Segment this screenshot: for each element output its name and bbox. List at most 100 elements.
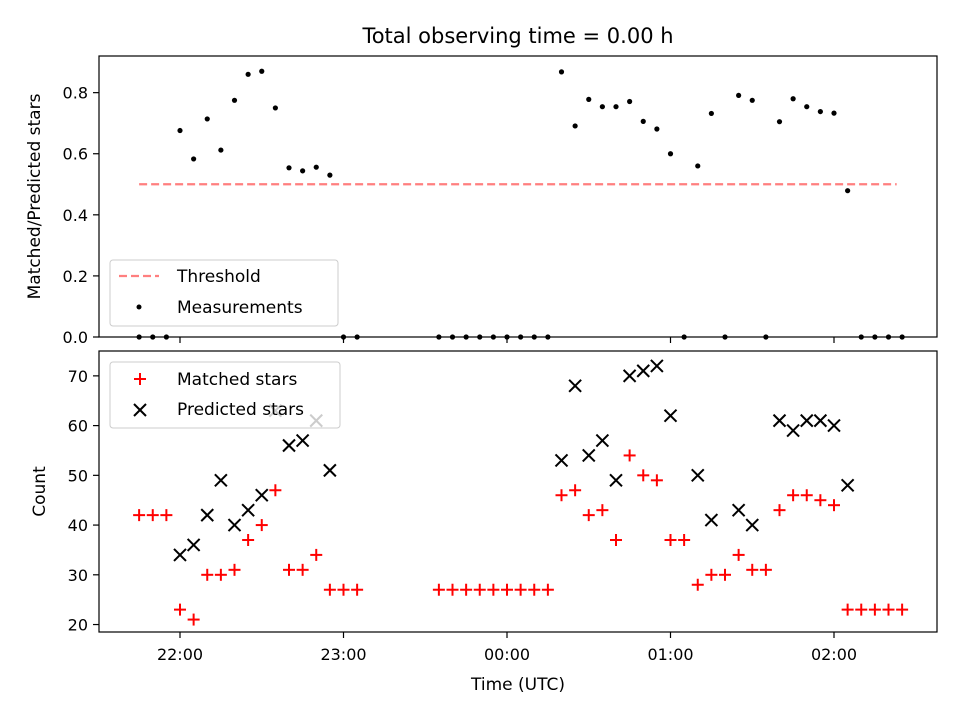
matched-stars-point [351,583,364,596]
predicted-stars-point [840,478,855,492]
matched-stars-point [432,583,445,596]
matched-stars-point [283,563,295,576]
predicted-stars-point [295,433,310,448]
matched-stars-point [582,509,595,522]
matched-stars-point [460,583,473,596]
matched-stars-point [514,583,527,596]
bottom-y-axis-label: Count [30,466,50,517]
bottom-axes-frame [98,350,938,633]
matched-stars-point [678,533,691,546]
x-tick-label: 00:00 [484,645,530,664]
measurement-point [627,98,633,105]
measurement-point [804,104,810,110]
x-tick-label: 02:00 [811,645,857,664]
predicted-stars-point [827,418,841,433]
predicted-stars-point [554,453,569,468]
matched-stars-point [310,548,323,561]
predicted-stars-point [582,448,596,463]
measurement-point [218,147,224,153]
measurement-point [286,165,292,171]
top-legend: Threshold Measurements [109,259,339,327]
predicted-stars-point [595,433,610,448]
measurement-point [204,116,210,122]
predicted-stars-point [813,413,828,428]
matched-stars-point [528,583,541,596]
top-y-ticks: 0.0 0.2 0.4 0.6 0.8 [63,84,99,347]
predicted-stars-point [704,513,719,527]
bottom-x-ticks: 22:00 23:00 00:00 01:00 02:00 [157,632,857,664]
predicted-stars-point [609,473,623,488]
top-legend-box [109,259,339,327]
legend-threshold-label: Threshold [176,267,261,287]
measurement-point [708,110,714,117]
predicted-stars-point [568,379,582,393]
matched-stars-point [691,578,704,591]
matched-stars-point [732,548,745,561]
predicted-stars-point [622,369,637,383]
measurement-point [259,68,265,74]
matched-stars-point [637,469,650,482]
chart-title: Total observing time = 0.00 h [361,24,673,48]
matched-stars-point [214,568,227,581]
measurement-point [599,104,605,110]
top-y-tick-label: 0.2 [63,267,88,286]
matched-stars-point [473,583,486,596]
matched-stars-point [541,583,554,596]
matched-stars-point [555,489,568,502]
top-marks [136,68,905,340]
matched-stars-point [664,533,677,546]
measurement-point [613,104,619,110]
top-axes-frame [98,55,938,338]
matched-stars-point [337,583,350,596]
measurement-point [300,168,306,174]
top-y-axis-label: Matched/Predicted stars [25,93,45,299]
matched-stars-point [868,603,881,616]
bottom-y-ticks: 20 30 40 50 60 70 [68,367,99,635]
predicted-stars-point [663,408,678,423]
predicted-stars-point [786,423,800,438]
matched-stars-point [828,499,840,512]
matched-stars-point [296,563,309,576]
top-panel: 0.00.20.40.60.8 Matched/Predicted stars … [25,55,938,347]
measurement-point [776,119,783,125]
x-tick-label: 01:00 [647,645,693,664]
matched-stars-point [174,603,186,616]
measurement-point [667,151,674,157]
matched-stars-point [228,563,241,576]
legend-predicted-swatch [133,403,147,417]
predicted-stars-point [800,413,814,428]
matched-stars-point [759,563,772,576]
predicted-stars-point [227,518,242,532]
measurement-point [831,110,837,116]
matched-stars-point [323,583,336,596]
legend-matched-swatch [134,373,146,385]
x-tick-label: 23:00 [320,645,366,664]
bottom-y-tick-label: 20 [68,616,88,635]
legend-matched-label: Matched stars [177,370,297,390]
matched-stars-point [841,603,854,616]
matched-stars-point [487,583,500,596]
measurement-point [654,126,660,132]
matched-stars-point [501,583,513,596]
top-x-ticks [179,337,835,343]
predicted-stars-point [241,503,255,517]
measurement-point [845,188,851,194]
bottom-y-tick-label: 40 [68,516,88,535]
bottom-panel: 20 30 40 50 60 70 22:00 23:00 00:00 01:00 02:00 C… [30,350,938,695]
matched-stars-point [160,509,173,522]
predicted-stars-point [255,488,269,502]
top-y-tick-label: 0.6 [63,145,88,164]
matched-stars-point [650,474,663,487]
bottom-y-tick-label: 70 [68,367,88,386]
matched-stars-point [242,533,255,546]
matched-stars-point [800,489,813,502]
matched-stars-point [623,449,636,462]
predicted-stars-point [745,518,759,532]
matched-stars-point [146,509,159,522]
measurement-point [695,163,701,169]
predicted-stars-point [772,413,787,428]
measurement-point [790,96,796,102]
matched-stars-point [446,583,459,596]
bottom-marks [133,359,909,626]
